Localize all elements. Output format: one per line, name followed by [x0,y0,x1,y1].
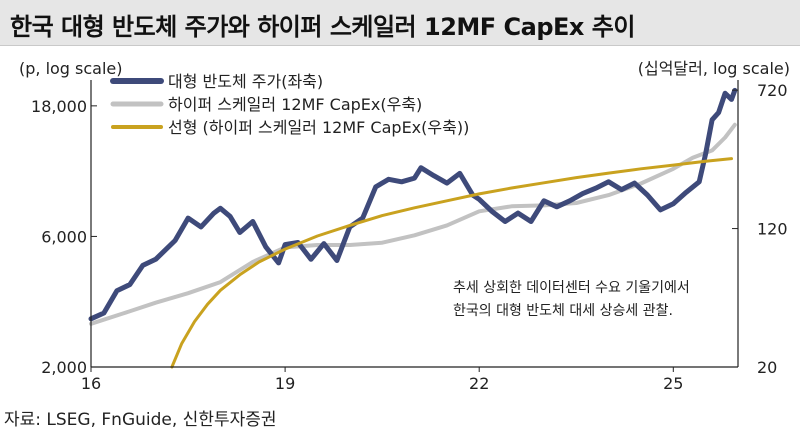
annotation-text-1: 추세 상회한 데이터센터 수요 기울기에서 [453,280,690,296]
legend-label-3: 선형 (하이퍼 스케일러 12MF CapEx(우축)) [168,118,469,137]
annotation-text-2: 한국의 대형 반도체 대세 상승세 관찰. [453,303,673,319]
series-line-1 [88,87,738,322]
x-tick-label: 19 [275,374,295,393]
legend-label-1: 대형 반도체 주가(좌축) [168,72,323,91]
x-tick-label: 25 [663,374,683,393]
left-tick-label: 6,000 [41,227,87,246]
right-tick-label: 20 [757,358,777,377]
source-note: 자료: LSEG, FnGuide, 신한투자증권 [4,410,277,430]
x-tick-label: 16 [81,374,101,393]
title-bar: 한국 대형 반도체 주가와 하이퍼 스케일러 12MF CapEx 추이 [0,0,800,46]
page-title: 한국 대형 반도체 주가와 하이퍼 스케일러 12MF CapEx 추이 [10,13,635,41]
x-tick-label: 22 [469,374,489,393]
right-axis-label: (십억달러, log scale) [638,59,790,78]
left-tick-label: 18,000 [31,97,87,116]
left-axis-label: (p, log scale) [19,59,123,78]
right-tick-label: 720 [757,81,788,100]
series-line-3 [170,157,733,369]
legend-label-2: 하이퍼 스케일러 12MF CapEx(우축) [168,95,422,114]
left-tick-label: 2,000 [41,358,87,377]
right-tick-label: 120 [757,220,788,239]
